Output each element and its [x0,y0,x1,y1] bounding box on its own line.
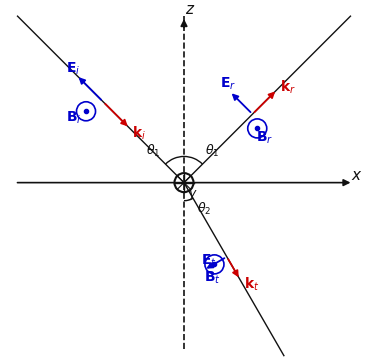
Text: $\mathbf{E}_i$: $\mathbf{E}_i$ [66,60,80,77]
Text: $\theta_1$: $\theta_1$ [205,143,220,159]
Text: $\mathbf{k}_t$: $\mathbf{k}_t$ [244,276,259,293]
Text: $\mathbf{E}_t$: $\mathbf{E}_t$ [201,252,216,269]
Text: $\mathbf{B}_t$: $\mathbf{B}_t$ [204,270,221,286]
Text: $\mathbf{B}_r$: $\mathbf{B}_r$ [256,130,273,146]
Text: $\theta_1$: $\theta_1$ [146,143,161,159]
Text: $y$: $y$ [188,188,198,202]
Text: $\theta_2$: $\theta_2$ [197,201,211,217]
Text: $\mathbf{E}_r$: $\mathbf{E}_r$ [220,76,236,92]
Text: $x$: $x$ [351,167,363,183]
Text: $z$: $z$ [185,2,196,17]
Text: $\mathbf{k}_r$: $\mathbf{k}_r$ [280,79,296,96]
Text: $\mathbf{B}_i$: $\mathbf{B}_i$ [66,110,81,126]
Text: $\mathbf{k}_i$: $\mathbf{k}_i$ [132,125,146,142]
